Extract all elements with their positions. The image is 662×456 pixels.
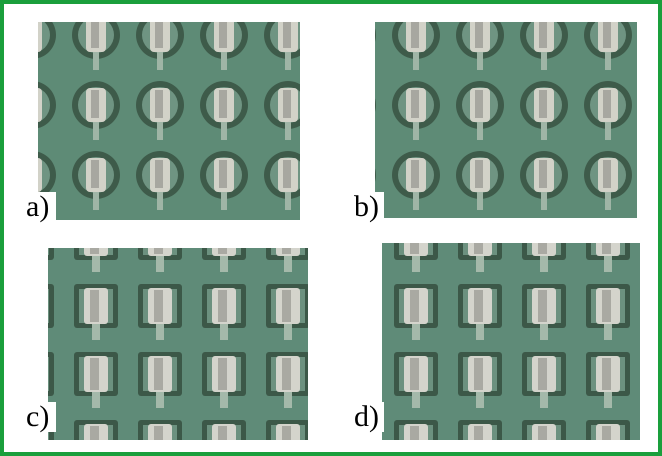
photo-b xyxy=(375,22,637,218)
panel-label: b) xyxy=(354,190,379,223)
figure: a) b) c) d) xyxy=(0,0,662,456)
page: {"panels": [{"label": "a)"}, {"label": "… xyxy=(0,0,662,456)
photo-c xyxy=(48,248,308,440)
panel-label: a) xyxy=(26,190,49,223)
photo-a xyxy=(38,22,300,220)
photo-d xyxy=(382,243,640,440)
panel-label: d) xyxy=(354,400,379,433)
panel-label: c) xyxy=(26,400,49,433)
